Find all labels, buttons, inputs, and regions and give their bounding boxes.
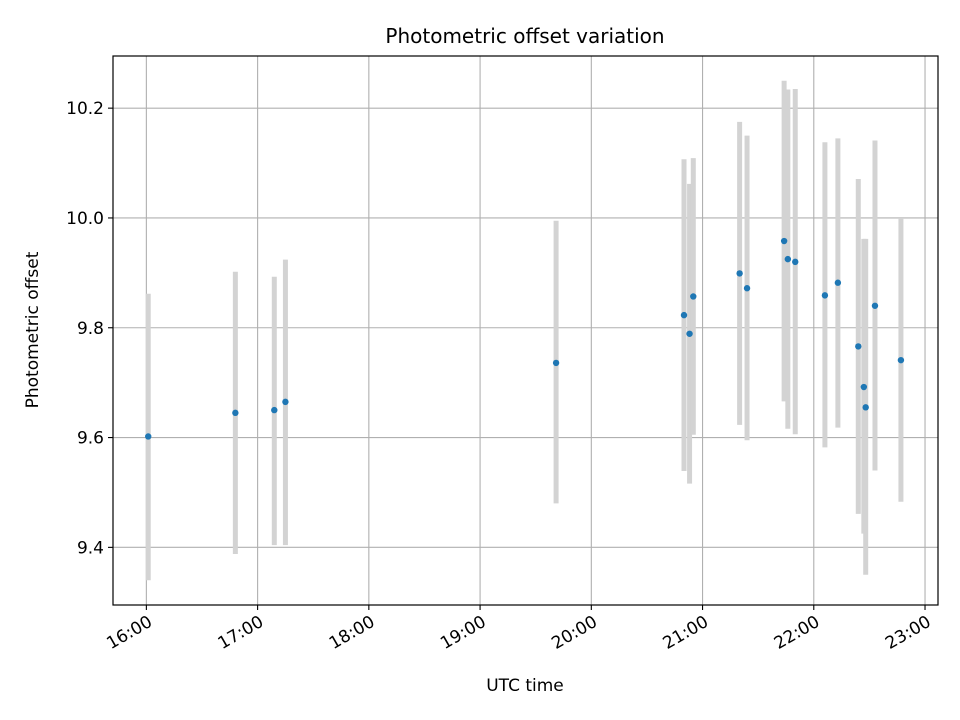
data-point <box>282 398 289 406</box>
x-tick-label: 19:00 <box>437 612 489 654</box>
grid <box>113 56 938 605</box>
error-bars <box>145 80 904 581</box>
x-tick-label: 21:00 <box>660 612 712 654</box>
data-point <box>834 279 842 286</box>
data-point <box>897 356 905 364</box>
data-point <box>743 285 751 292</box>
data-point <box>862 404 869 411</box>
data-point <box>271 406 278 414</box>
data-point <box>680 311 688 319</box>
y-axis-title: Photometric offset <box>23 251 43 408</box>
data-points <box>145 237 905 440</box>
y-tick-label: 9.4 <box>77 538 104 558</box>
data-point <box>784 255 792 263</box>
chart-title: Photometric offset variation <box>385 24 664 48</box>
data-point <box>871 302 879 309</box>
x-tick-label: 20:00 <box>548 612 600 654</box>
x-tick-label: 16:00 <box>103 612 155 654</box>
y-tick-label: 10.0 <box>66 209 104 229</box>
data-point <box>736 270 743 277</box>
y-tick-label: 10.2 <box>66 99 104 119</box>
x-tick-label: 23:00 <box>882 612 934 654</box>
data-point <box>821 292 829 299</box>
data-point <box>690 293 697 300</box>
x-axis-ticks: 16:00 17:00 18:00 19:00 20:00 21:00 22:00 23:00 <box>103 605 935 654</box>
x-axis-title: UTC time <box>486 676 564 696</box>
data-point <box>686 330 693 337</box>
x-tick-label: 18:00 <box>326 612 378 654</box>
data-point <box>232 409 239 417</box>
data-point <box>780 237 788 245</box>
x-tick-label: 22:00 <box>771 612 823 654</box>
plot-frame <box>112 55 939 606</box>
data-point <box>792 258 799 266</box>
data-point <box>552 359 560 367</box>
data-point <box>860 383 868 391</box>
y-tick-label: 9.8 <box>77 319 104 339</box>
x-tick-label: 17:00 <box>215 612 267 654</box>
data-point <box>855 343 862 350</box>
y-tick-label: 9.6 <box>77 429 104 449</box>
y-axis-ticks: 9.4 9.6 9.8 10.0 10.2 <box>66 99 113 558</box>
data-point <box>145 433 152 440</box>
